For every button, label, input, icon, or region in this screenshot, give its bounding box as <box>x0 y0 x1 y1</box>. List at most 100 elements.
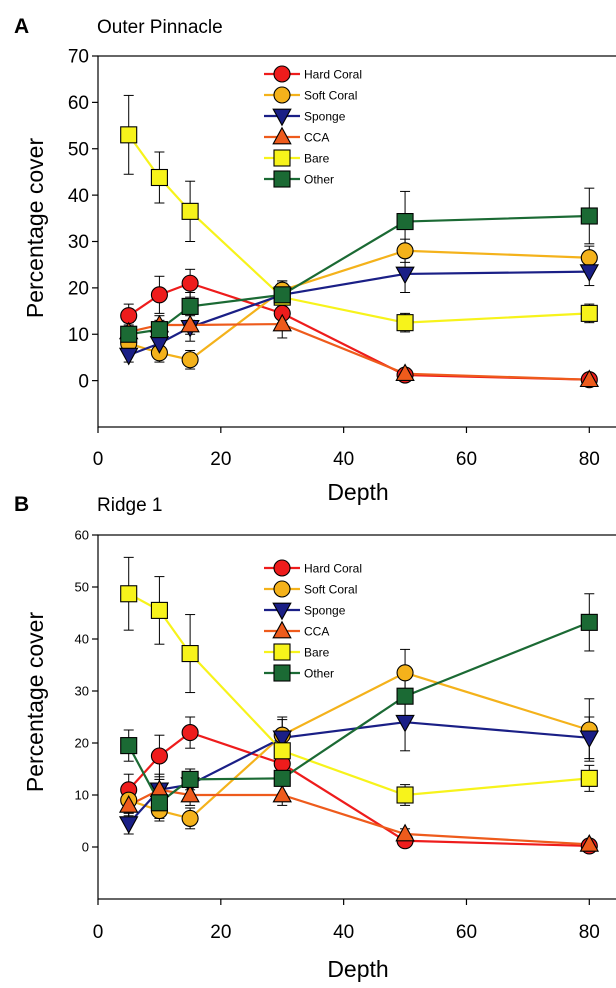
panel-a-data-point-sponge <box>395 266 415 285</box>
legend-label: Hard Coral <box>304 562 362 576</box>
panel-b-data-point-sponge <box>579 730 600 749</box>
panel-b-plot-frame <box>97 534 616 900</box>
panel-b-data-point-bare <box>150 601 168 619</box>
legend-marker-cca <box>272 620 292 639</box>
legend-marker-cca <box>272 126 292 145</box>
panel-a-y-tick-label: 50 <box>68 139 89 160</box>
panel-b-data-point-cca <box>118 795 139 813</box>
panel-b-data-point-bare <box>273 742 291 760</box>
panel-b-y-tick-label: 40 <box>75 632 89 647</box>
panel-b-data-point-bare <box>396 786 414 804</box>
legend-marker-bare <box>273 643 291 661</box>
panel-b-data-point-cca <box>272 784 292 803</box>
legend-label: Other <box>304 173 334 187</box>
panel-b-y-tick-label: 60 <box>75 528 89 543</box>
panel-a-data-point-bare <box>150 168 168 187</box>
legend-label: Soft Coral <box>304 583 357 597</box>
legend-label: CCA <box>304 625 329 639</box>
panel-a-legend-item-bare: Bare <box>264 149 330 167</box>
panel-a-x-tick-label: 0 <box>93 449 104 470</box>
panel-a: A Outer Pinnacle 0 10 20 30 40 50 60 70 0 20 40 60 8… <box>14 15 616 505</box>
panel-a-data-point-cca <box>272 313 292 332</box>
panel-b-legend-item-bare: Bare <box>264 643 330 661</box>
legend-label: Other <box>304 667 334 681</box>
panel-b-data-point-other <box>580 613 598 631</box>
panel-b-letter: B <box>14 493 29 516</box>
legend-label: Sponge <box>304 110 346 124</box>
panel-a-plot: 0 10 20 30 40 50 60 70 0 20 40 60 80 Hard Coral Soft C… <box>68 47 600 470</box>
panel-b-data-point-other <box>120 737 138 755</box>
panel-b-legend: Hard Coral Soft Coral Sponge CCA Bare Other <box>264 559 362 682</box>
legend-marker-hard-coral <box>273 65 291 83</box>
panel-b-y-axis-label: Percentage cover <box>22 612 48 793</box>
legend-label: Soft Coral <box>304 89 357 103</box>
legend-label: Hard Coral <box>304 68 362 82</box>
panel-a-y-tick-label: 60 <box>68 93 89 114</box>
panel-b-data-point-soft-coral <box>396 664 414 682</box>
legend-marker-soft-coral <box>273 86 291 104</box>
panel-a-data-point-soft-coral <box>396 242 414 260</box>
panel-a-data-point-cca <box>579 369 600 388</box>
panel-a-x-tick-label: 60 <box>456 449 477 470</box>
panel-a-data-point-other <box>273 286 291 304</box>
panel-b-data-point-bare <box>120 585 138 603</box>
legend-marker-sponge <box>272 108 292 127</box>
panel-a-y-tick-label: 0 <box>78 371 89 392</box>
panel-a-data-point-hard-coral <box>150 286 168 304</box>
panel-b-legend-item-soft-coral: Soft Coral <box>264 580 357 598</box>
panel-b-y-tick-label: 50 <box>75 580 89 595</box>
panel-a-y-tick-label: 20 <box>68 279 89 300</box>
panel-b-data-point-other <box>181 770 199 788</box>
legend-marker-bare <box>273 149 291 167</box>
panel-a-data-point-other <box>150 321 168 339</box>
panel-a-data-point-soft-coral <box>580 249 598 267</box>
panel-a-x-tick-label: 40 <box>333 449 354 470</box>
legend-label: Bare <box>304 646 330 660</box>
panel-a-data-point-bare <box>181 202 199 220</box>
panel-a-series-line-sponge <box>128 270 590 357</box>
panel-a-subtitle: Outer Pinnacle <box>97 17 223 38</box>
panel-b-data-point-cca <box>395 823 415 842</box>
panel-a-letter: A <box>14 15 29 38</box>
panel-a-legend-item-soft-coral: Soft Coral <box>264 86 357 104</box>
panel-a-y-tick-label: 40 <box>68 186 89 207</box>
panel-a-data-point-cca <box>395 363 415 382</box>
panel-a-x-tick-label: 20 <box>210 449 231 470</box>
panel-b-data-point-hard-coral <box>181 724 199 742</box>
panel-a-legend-item-hard-coral: Hard Coral <box>264 65 362 83</box>
legend-marker-sponge <box>272 602 292 621</box>
panel-a-legend-item-sponge: Sponge <box>264 108 346 127</box>
legend-label: Sponge <box>304 604 346 618</box>
panel-b-data-point-other <box>396 687 414 705</box>
panel-b-subtitle: Ridge 1 <box>97 495 163 516</box>
panel-a-data-point-bare <box>396 314 414 332</box>
panel-a-legend-item-cca: CCA <box>264 126 329 145</box>
panel-a-data-point-hard-coral <box>181 274 199 292</box>
legend-marker-soft-coral <box>273 580 291 598</box>
panel-a-data-point-other <box>120 325 138 343</box>
legend-marker-other <box>273 170 291 188</box>
panel-b-legend-item-hard-coral: Hard Coral <box>264 559 362 577</box>
panel-a-plot-frame <box>97 55 616 428</box>
panel-a-data-point-sponge <box>118 347 139 366</box>
panel-a-data-point-sponge <box>579 264 600 282</box>
panel-a-data-point-hard-coral <box>120 307 138 325</box>
panel-a-y-tick-label: 70 <box>68 47 89 68</box>
panel-a-y-tick-label: 30 <box>68 232 89 253</box>
panel-a-y-tick-label: 10 <box>68 325 89 346</box>
panel-b-data-point-soft-coral <box>181 809 199 827</box>
panel-a-data-point-bare <box>120 126 138 144</box>
panel-b-data-point-hard-coral <box>150 747 168 765</box>
panel-b-data-point-cca <box>579 834 600 852</box>
panel-b-data-point-sponge <box>395 714 415 733</box>
panel-b-y-tick-label: 30 <box>75 684 89 699</box>
legend-label: Bare <box>304 152 330 166</box>
panel-b-legend-item-sponge: Sponge <box>264 602 346 621</box>
legend-label: CCA <box>304 131 329 145</box>
panel-b-x-tick-label: 20 <box>210 922 231 943</box>
panel-b-x-tick-label: 40 <box>333 922 354 943</box>
panel-b-y-tick-label: 20 <box>75 736 89 751</box>
panel-b-y-tick-label: 10 <box>75 788 89 803</box>
